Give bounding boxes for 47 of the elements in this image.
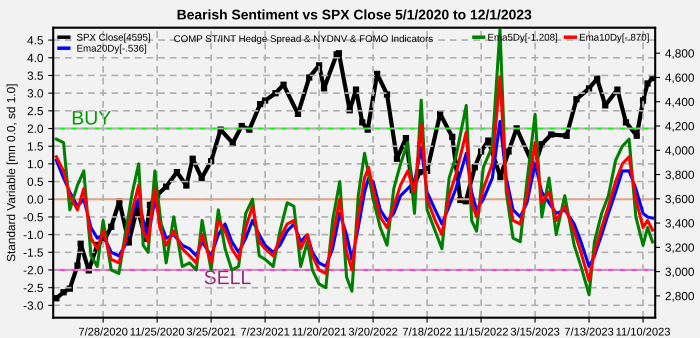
y-axis-title: Standard Variable [mn 0.0, sd 1.0] — [6, 84, 18, 262]
x-tick-label: 3/20/2022 — [348, 327, 398, 336]
legend-label: Ema10Dy[-.870] — [580, 34, 649, 43]
y-tick-label: -0.5 — [24, 212, 43, 222]
y-tick-label: 1.5 — [28, 142, 43, 151]
y-tick-label: -2.5 — [24, 284, 43, 292]
y-tick-label: -1.5 — [24, 248, 43, 257]
y-tick-label: 3.5 — [28, 71, 43, 80]
y-tick-label: 4.5 — [27, 36, 43, 44]
y2-tick-label: 4,400 — [665, 98, 694, 108]
chart-title: Bearish Sentiment vs SPX Close 5/1/2020 to 12/1/2023 — [178, 9, 532, 20]
y2-tick-label: 3,600 — [665, 194, 694, 205]
annotation: COMP ST/INT Hedge Spread & NYDNV & FOMO Indicators — [174, 34, 433, 44]
y-tick-label: 0.5 — [28, 178, 43, 186]
x-tick-label: 7/13/2023 — [564, 327, 614, 336]
y-tick-label: -1.0 — [24, 230, 44, 240]
y-tick-label: -2.0 — [24, 266, 44, 274]
legend-label: Ema20Dy[-.536] — [77, 44, 146, 54]
y2-tick-label: 3,400 — [665, 219, 694, 229]
legend-label: SPX Close[4595] — [76, 34, 150, 43]
y-tick-label: 2.5 — [28, 106, 43, 116]
y2-tick-label: 2,800 — [666, 292, 694, 302]
y-tick-label: 3.0 — [28, 89, 44, 98]
y2-tick-label: 3,000 — [665, 268, 694, 278]
x-tick-label: 11/10/2023 — [616, 327, 670, 336]
y-tick-label: 1.0 — [28, 160, 44, 168]
y-tick-label: 2.0 — [28, 124, 44, 133]
ref-line-label: BUY — [72, 111, 111, 125]
y-tick-label: -3.0 — [24, 301, 44, 310]
y-tick-label: 4.0 — [27, 54, 44, 62]
y2-tick-label: 4,200 — [665, 122, 694, 132]
y2-tick-label: 4,000 — [665, 146, 694, 156]
x-tick-label: 7/28/2020 — [79, 327, 128, 336]
x-tick-label: 11/20/2021 — [292, 327, 346, 336]
x-tick-label: 7/23/2021 — [240, 327, 290, 336]
line-series — [54, 76, 654, 282]
x-tick-label: 3/15/2023 — [510, 327, 560, 336]
y2-tick-label: 3,200 — [665, 243, 694, 254]
y2-tick-label: 4,800 — [665, 49, 694, 59]
y-tick-label: 0.0 — [28, 195, 44, 204]
x-tick-label: 11/25/2020 — [130, 327, 184, 336]
ref-line-label: SELL — [204, 270, 251, 284]
x-tick-label: 11/15/2022 — [454, 327, 508, 336]
x-tick-label: 7/18/2022 — [402, 327, 452, 336]
y2-tick-label: 4,600 — [665, 74, 694, 84]
y2-tick-label: 3,800 — [665, 170, 694, 180]
x-tick-label: 3/25/2021 — [186, 327, 236, 336]
